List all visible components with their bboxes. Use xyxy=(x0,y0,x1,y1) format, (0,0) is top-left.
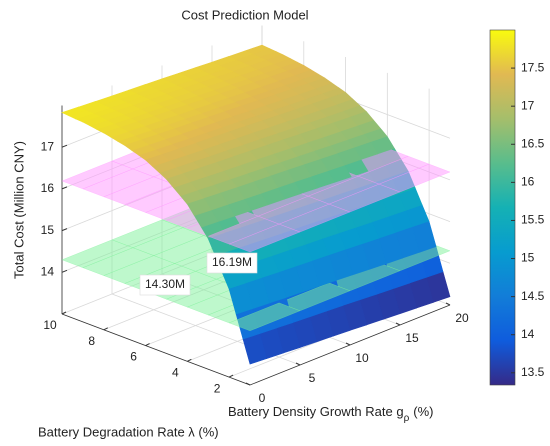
x-tick xyxy=(245,382,251,386)
colorbar-tick-label: 16 xyxy=(521,175,535,189)
surface-patch xyxy=(145,154,170,167)
x-tick xyxy=(445,302,451,306)
reference-plane xyxy=(228,223,301,253)
y-axis-label: Battery Degradation Rate λ (%) xyxy=(38,424,219,439)
y-axis xyxy=(61,313,251,386)
surface-patch xyxy=(61,106,87,117)
z-axis-label: Total Cost (Million CNY) xyxy=(11,141,26,279)
y-tick-label: 6 xyxy=(130,350,137,364)
reference-plane xyxy=(228,302,301,332)
y-tick xyxy=(61,311,67,315)
x-tick xyxy=(345,342,351,346)
surface-patch xyxy=(165,173,191,188)
surface-patch xyxy=(82,116,108,127)
surface-patch xyxy=(228,283,254,315)
colorbar-tick-label: 16.5 xyxy=(521,136,545,150)
z-tick xyxy=(61,269,68,273)
z-tick xyxy=(61,186,68,190)
x-axis-label-main: Battery Density Growth Rate g xyxy=(228,404,404,419)
y-tick xyxy=(145,343,150,347)
colorbar-tick-label: 13.5 xyxy=(521,365,545,379)
colorbar-tick-label: 17.5 xyxy=(521,60,545,74)
surface-patch xyxy=(103,127,129,138)
colorbar-tick-label: 17 xyxy=(521,98,535,112)
y-tick xyxy=(103,327,109,331)
annotation-label: 14.30M xyxy=(145,277,185,291)
colorbar-tick-label: 15 xyxy=(521,251,535,265)
surface-patch xyxy=(124,139,149,151)
y-tick xyxy=(228,374,234,378)
surface-patch xyxy=(186,198,212,216)
annotation-box xyxy=(206,252,258,274)
x-tick-label: 0 xyxy=(259,391,266,405)
chart-title: Cost Prediction Model xyxy=(181,7,308,22)
y-tick-label: 4 xyxy=(172,366,179,380)
x-tick xyxy=(395,322,401,326)
plot-area xyxy=(61,25,451,386)
x-tick-label: 20 xyxy=(455,311,469,325)
z-tick-label: 14 xyxy=(41,264,55,278)
z-tick-label: 16 xyxy=(41,181,55,195)
z-tick xyxy=(61,144,68,148)
colorbar-tick-label: 14.5 xyxy=(521,289,545,303)
x-axis-label: Battery Density Growth Rate gρ (%) xyxy=(228,404,434,423)
y-tick-label: 10 xyxy=(43,318,57,332)
y-tick xyxy=(187,358,192,362)
x-tick-label: 10 xyxy=(355,351,369,365)
x-tick xyxy=(295,362,301,366)
x-axis-label-sub: ρ xyxy=(404,413,410,424)
z-tick-label: 17 xyxy=(41,139,55,153)
y-tick-label: 8 xyxy=(88,334,95,348)
colorbar-tick-label: 14 xyxy=(521,327,535,341)
x-tick-label: 15 xyxy=(405,331,419,345)
z-tick-label: 15 xyxy=(41,223,55,237)
z-tick xyxy=(61,228,68,232)
y-tick-label: 2 xyxy=(214,381,221,395)
x-axis-label-unit: (%) xyxy=(413,404,433,419)
x-tick-label: 5 xyxy=(309,371,316,385)
annotation-label: 16.19M xyxy=(212,255,252,269)
colorbar xyxy=(489,29,516,386)
annotation-box xyxy=(139,274,191,296)
colorbar-tick-label: 15.5 xyxy=(521,213,545,227)
